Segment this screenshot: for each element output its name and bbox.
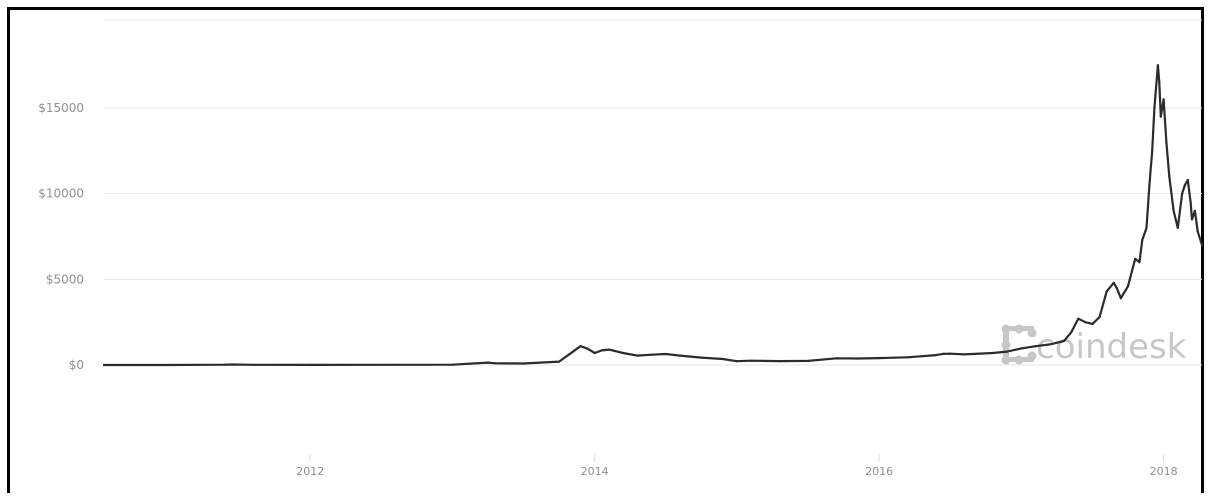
data-point — [949, 352, 952, 355]
data-point — [1115, 286, 1118, 289]
data-point — [1148, 184, 1151, 187]
data-point — [1156, 64, 1159, 67]
data-point — [1048, 343, 1051, 346]
data-point — [1193, 209, 1196, 212]
data-point — [1006, 350, 1009, 353]
data-point — [1200, 244, 1204, 247]
data-point — [1126, 285, 1130, 288]
data-point — [1176, 226, 1179, 229]
data-point — [650, 353, 653, 356]
data-point — [223, 363, 226, 366]
data-point — [486, 361, 490, 364]
data-point — [558, 360, 561, 363]
data-point — [1119, 297, 1122, 300]
y-tick-label: $15000 — [38, 101, 84, 115]
data-point — [1062, 339, 1066, 343]
data-point — [1158, 81, 1161, 84]
data-point — [1183, 184, 1186, 187]
data-point — [522, 362, 525, 365]
data-point — [1190, 218, 1194, 221]
data-point — [1162, 98, 1165, 101]
data-point — [230, 363, 234, 366]
data-point — [451, 363, 454, 366]
x-tick-label: 2012 — [296, 465, 324, 478]
data-point — [942, 352, 945, 355]
chart-frame — [7, 7, 1204, 493]
data-point — [1145, 226, 1148, 229]
data-point — [102, 363, 106, 367]
data-point — [579, 345, 582, 348]
data-point — [835, 357, 838, 360]
y-tick-label: $0 — [69, 358, 84, 372]
series-line — [102, 64, 1204, 367]
data-point — [1034, 345, 1037, 348]
data-point — [1070, 331, 1073, 334]
data-point — [778, 360, 781, 363]
data-point — [700, 356, 703, 359]
data-point — [1168, 175, 1171, 178]
data-point — [166, 363, 170, 367]
data-point — [1020, 347, 1023, 350]
coindesk-wordmark: coindesk — [1036, 327, 1187, 367]
data-point — [1091, 322, 1094, 325]
data-point — [1159, 115, 1162, 118]
data-point — [1165, 141, 1168, 144]
data-point — [1084, 321, 1087, 324]
data-point — [664, 352, 667, 356]
data-point — [878, 357, 881, 360]
data-point — [963, 353, 966, 356]
x-axis-ticks: 2012 2014 2016 2018 — [296, 454, 1178, 478]
data-point — [309, 363, 312, 366]
x-tick-label: 2016 — [865, 465, 893, 478]
y-tick-label: $5000 — [46, 272, 84, 286]
data-point — [721, 357, 724, 361]
data-point — [1153, 106, 1156, 110]
data-point — [991, 351, 995, 355]
data-point — [1151, 149, 1154, 152]
data-point — [1186, 178, 1189, 182]
data-point — [1141, 238, 1144, 241]
gridlines — [104, 19, 1202, 366]
data-point — [252, 363, 255, 366]
data-point — [1138, 261, 1141, 264]
data-point — [1172, 209, 1175, 212]
data-point — [1189, 201, 1192, 204]
data-point — [494, 362, 497, 365]
data-point — [586, 347, 589, 350]
data-point — [934, 354, 938, 357]
data-point — [636, 354, 639, 357]
data-point — [600, 349, 603, 352]
data-point — [572, 350, 575, 353]
data-point — [856, 357, 859, 360]
data-point — [593, 351, 596, 355]
coindesk-logo-icon — [1001, 324, 1037, 365]
data-point — [607, 348, 611, 351]
data-point — [806, 359, 810, 362]
data-point — [1196, 230, 1199, 233]
data-point — [735, 360, 739, 363]
data-point — [906, 356, 909, 359]
data-points — [102, 64, 1204, 367]
data-point — [1134, 257, 1137, 260]
y-tick-label: $10000 — [38, 187, 84, 201]
data-point — [1077, 317, 1080, 320]
data-point — [622, 351, 625, 355]
data-point — [750, 359, 753, 362]
data-point — [1181, 192, 1184, 195]
data-point — [380, 363, 383, 366]
data-point — [1105, 290, 1108, 293]
data-point — [678, 354, 682, 357]
coindesk-logo: coindesk — [1001, 324, 1187, 367]
y-axis-ticks: $0 $5000 $10000 $15000 — [38, 101, 84, 372]
data-point — [1112, 281, 1115, 284]
x-tick-label: 2014 — [581, 465, 609, 478]
data-point — [1098, 315, 1101, 319]
x-tick-label: 2018 — [1150, 465, 1178, 478]
